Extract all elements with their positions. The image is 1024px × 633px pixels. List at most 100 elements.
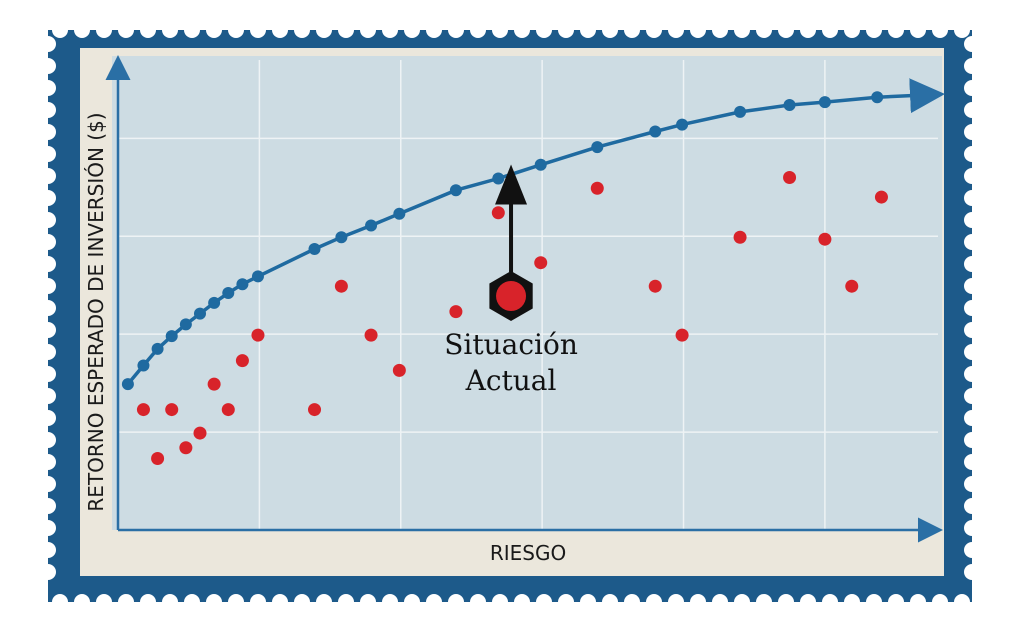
perforation [228,22,244,38]
perforation [52,594,68,610]
data-point [675,328,689,342]
perforation [964,300,980,316]
perforation [866,594,882,610]
perforation [964,36,980,52]
perforation [206,594,222,610]
frontier-point [449,184,462,197]
perforation [844,22,860,38]
perforation [448,22,464,38]
perforation [40,520,56,536]
perforation [40,564,56,580]
perforation [734,22,750,38]
data-point [783,171,797,184]
perforation [40,80,56,96]
perforation [118,594,134,610]
perforation [888,594,904,610]
perforation [964,124,980,140]
frontier-point [165,330,178,343]
perforation [778,22,794,38]
perforation [426,22,442,38]
perforation [964,278,980,294]
perforation [184,594,200,610]
frontier-point [335,231,348,244]
data-point [207,377,221,391]
perforation [40,58,56,74]
perforation [910,594,926,610]
perforation [294,22,310,38]
data-point [392,363,406,377]
perforation [316,594,332,610]
perforation [470,22,486,38]
perforation [514,22,530,38]
perforation [382,22,398,38]
data-point [151,452,165,466]
perforation [338,22,354,38]
perforation [668,594,684,610]
perforation [40,322,56,338]
perforation [382,594,398,610]
perforation [964,58,980,74]
perforation [964,190,980,206]
perforation [40,256,56,272]
perforation [964,410,980,426]
perforation [964,322,980,338]
perforation [800,594,816,610]
perforation [954,594,970,610]
perforation [40,212,56,228]
perforation [888,22,904,38]
data-point [845,279,859,293]
perforation [96,22,112,38]
perforation [40,278,56,294]
perforation [690,594,706,610]
data-point [221,403,235,417]
data-point [179,441,193,455]
frontier-point [137,359,150,372]
perforation [206,22,222,38]
perforation [294,594,310,610]
data-point [364,328,378,342]
frontier-point [151,342,164,355]
perforation [338,594,354,610]
frontier-point [818,96,831,109]
data-point [235,354,249,368]
frontier-point [591,141,604,154]
perforation [162,594,178,610]
perforation [580,22,596,38]
perforation [118,22,134,38]
perforation [844,594,860,610]
perforation [602,22,618,38]
frontier-point [365,219,378,232]
perforation [404,22,420,38]
perforation [910,22,926,38]
data-point [136,403,150,417]
perforation [40,102,56,118]
perforation [40,168,56,184]
perforation [40,476,56,492]
perforation [558,594,574,610]
perforation [40,124,56,140]
frontier-point [393,207,406,220]
data-point [874,190,888,204]
perforation [40,542,56,558]
frontier-point [783,99,796,112]
perforation [646,22,662,38]
perforation [932,594,948,610]
perforation [96,594,112,610]
perforation [470,594,486,610]
perforation [964,520,980,536]
data-point [534,256,548,270]
frontier-point [222,287,235,300]
annotation-text: Situación [444,328,578,361]
perforation [40,146,56,162]
frontier-point [492,172,505,185]
frontier-point [194,307,206,320]
frontier-point [236,278,249,291]
perforation [690,22,706,38]
perforation [250,22,266,38]
perforation [74,22,90,38]
perforation [514,594,530,610]
data-point [193,426,207,440]
data-point [491,206,505,220]
perforation [800,22,816,38]
